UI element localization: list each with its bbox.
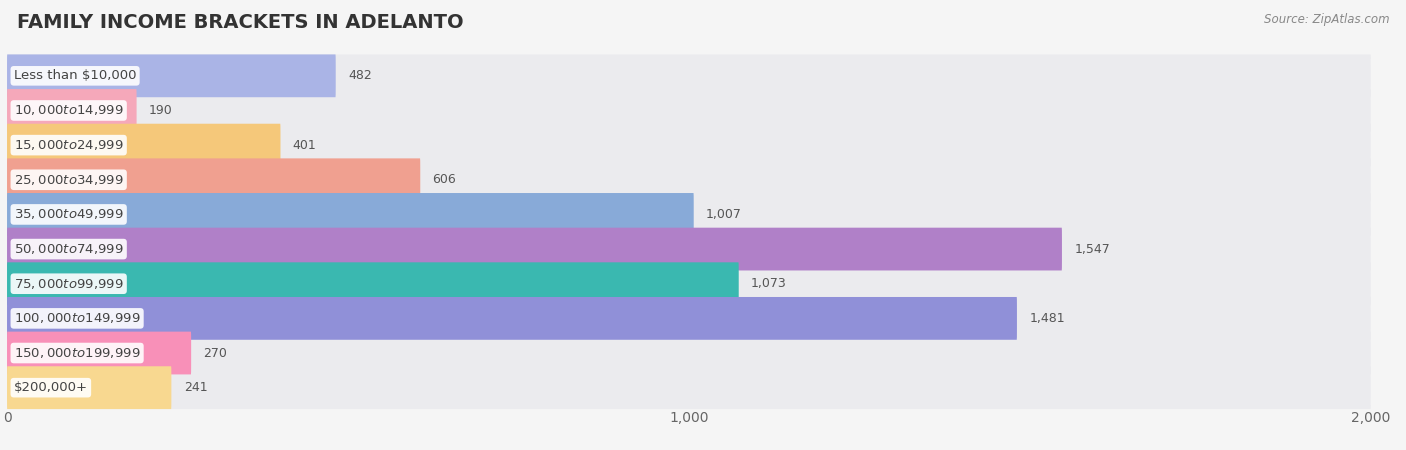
Text: 1,007: 1,007 [706, 208, 742, 221]
Text: $25,000 to $34,999: $25,000 to $34,999 [14, 173, 124, 187]
Text: 1,073: 1,073 [751, 277, 787, 290]
FancyBboxPatch shape [7, 158, 1371, 201]
Text: $100,000 to $149,999: $100,000 to $149,999 [14, 311, 141, 325]
Text: $75,000 to $99,999: $75,000 to $99,999 [14, 277, 124, 291]
FancyBboxPatch shape [7, 89, 136, 132]
Text: $35,000 to $49,999: $35,000 to $49,999 [14, 207, 124, 221]
FancyBboxPatch shape [7, 366, 1371, 409]
Text: 241: 241 [184, 381, 207, 394]
FancyBboxPatch shape [7, 332, 191, 374]
Text: $150,000 to $199,999: $150,000 to $199,999 [14, 346, 141, 360]
FancyBboxPatch shape [7, 54, 1371, 97]
Text: $200,000+: $200,000+ [14, 381, 87, 394]
Text: 606: 606 [433, 173, 457, 186]
FancyBboxPatch shape [7, 332, 1371, 374]
FancyBboxPatch shape [7, 297, 1371, 340]
Text: $15,000 to $24,999: $15,000 to $24,999 [14, 138, 124, 152]
Text: $50,000 to $74,999: $50,000 to $74,999 [14, 242, 124, 256]
FancyBboxPatch shape [7, 193, 1371, 236]
Text: 482: 482 [347, 69, 371, 82]
Text: Source: ZipAtlas.com: Source: ZipAtlas.com [1264, 14, 1389, 27]
Text: FAMILY INCOME BRACKETS IN ADELANTO: FAMILY INCOME BRACKETS IN ADELANTO [17, 14, 464, 32]
FancyBboxPatch shape [7, 89, 1371, 132]
FancyBboxPatch shape [7, 193, 693, 236]
FancyBboxPatch shape [7, 366, 172, 409]
FancyBboxPatch shape [7, 124, 1371, 166]
FancyBboxPatch shape [7, 297, 1017, 340]
FancyBboxPatch shape [7, 262, 738, 305]
FancyBboxPatch shape [7, 262, 1371, 305]
Text: 190: 190 [149, 104, 173, 117]
Text: 270: 270 [204, 346, 228, 360]
Text: 1,481: 1,481 [1029, 312, 1064, 325]
FancyBboxPatch shape [7, 54, 336, 97]
Text: Less than $10,000: Less than $10,000 [14, 69, 136, 82]
Text: 401: 401 [292, 139, 316, 152]
FancyBboxPatch shape [7, 124, 280, 166]
FancyBboxPatch shape [7, 228, 1062, 270]
FancyBboxPatch shape [7, 158, 420, 201]
FancyBboxPatch shape [7, 228, 1371, 270]
Text: $10,000 to $14,999: $10,000 to $14,999 [14, 104, 124, 117]
Text: 1,547: 1,547 [1074, 243, 1109, 256]
